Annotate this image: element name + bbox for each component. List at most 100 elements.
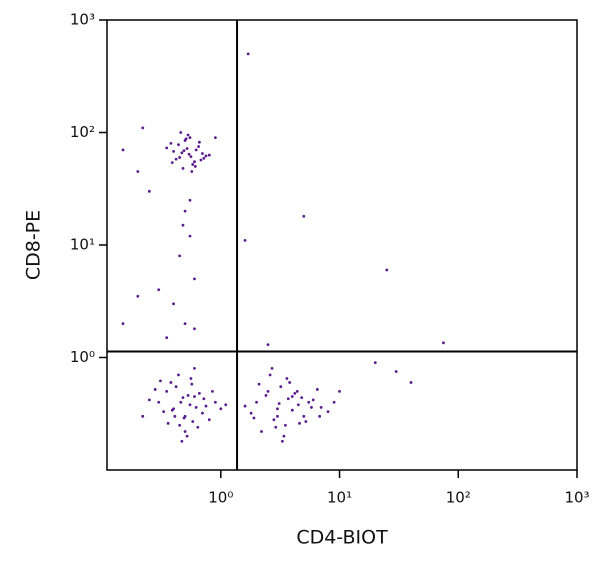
point	[274, 425, 278, 429]
point	[266, 343, 270, 347]
point	[394, 370, 398, 373]
point	[183, 322, 187, 326]
point	[179, 400, 183, 404]
point	[193, 164, 197, 168]
point	[165, 146, 169, 150]
point	[187, 152, 191, 156]
point	[264, 394, 268, 397]
point	[172, 149, 175, 153]
point	[318, 414, 322, 418]
x-tick-label: 10²	[446, 489, 471, 507]
point	[193, 395, 196, 398]
point	[310, 406, 313, 409]
point	[178, 254, 182, 258]
point	[157, 400, 161, 404]
point	[246, 52, 250, 56]
point	[186, 133, 190, 137]
point	[315, 388, 319, 391]
point	[184, 137, 188, 141]
point	[188, 234, 192, 238]
point	[181, 223, 185, 227]
plot-frame	[106, 19, 578, 471]
x-tick-label: 10¹	[327, 489, 352, 507]
point	[204, 154, 208, 158]
point	[285, 377, 289, 380]
point	[298, 421, 301, 425]
point	[197, 145, 201, 148]
point	[181, 396, 185, 400]
point	[202, 156, 206, 160]
point	[121, 322, 125, 326]
point	[302, 414, 306, 418]
point	[141, 414, 145, 418]
point	[186, 394, 190, 397]
point	[189, 377, 193, 380]
point	[207, 418, 211, 422]
x-axis-label: CD4-BIOT	[296, 527, 388, 549]
point	[182, 416, 186, 420]
point	[180, 151, 184, 155]
point	[191, 420, 195, 423]
point	[249, 411, 253, 415]
point	[174, 385, 178, 389]
point	[188, 403, 192, 407]
point	[177, 373, 180, 377]
point	[136, 170, 140, 173]
point	[276, 414, 279, 418]
point	[326, 410, 330, 414]
point	[373, 361, 377, 365]
point	[286, 397, 290, 401]
point	[201, 152, 204, 155]
point	[252, 416, 256, 420]
point	[293, 391, 297, 395]
point	[136, 294, 140, 298]
point	[191, 163, 195, 166]
point	[193, 277, 196, 281]
point	[302, 214, 306, 218]
point	[189, 155, 193, 159]
point	[280, 439, 284, 443]
point	[213, 136, 217, 140]
point	[319, 406, 323, 409]
point	[260, 430, 263, 433]
y-axis-label: CD8-PE	[23, 210, 45, 280]
y-tick-label: 10¹	[70, 236, 95, 254]
x-tick-label: 10⁰	[208, 489, 233, 507]
point	[188, 198, 192, 202]
point	[243, 404, 247, 408]
point	[183, 209, 187, 213]
point	[172, 302, 175, 306]
point	[180, 439, 184, 443]
point	[170, 161, 174, 165]
point	[165, 336, 169, 340]
point	[266, 389, 270, 393]
point	[284, 423, 287, 427]
point	[295, 389, 299, 393]
point	[188, 136, 192, 140]
point	[219, 407, 223, 411]
point	[296, 403, 300, 407]
point	[409, 381, 413, 384]
point	[207, 153, 211, 157]
point	[257, 382, 261, 386]
point	[213, 400, 217, 404]
point	[178, 156, 182, 159]
point	[288, 381, 292, 384]
point	[165, 389, 169, 393]
point	[442, 341, 445, 345]
point	[201, 411, 204, 415]
point	[268, 373, 272, 377]
point	[185, 147, 189, 150]
point	[174, 157, 178, 161]
point	[194, 406, 198, 409]
point	[290, 408, 294, 412]
point	[307, 400, 311, 404]
point	[141, 126, 145, 130]
point	[121, 148, 125, 152]
point	[332, 400, 336, 404]
point	[173, 414, 177, 418]
y-tick-label: 10⁰	[70, 348, 95, 366]
point	[224, 403, 228, 407]
